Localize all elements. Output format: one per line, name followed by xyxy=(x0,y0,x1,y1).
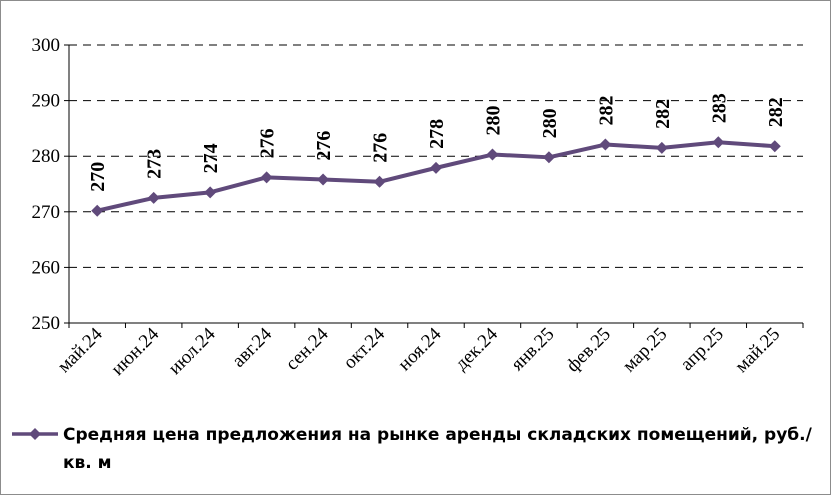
legend-label: Средняя цена предложения на рынке аренды… xyxy=(63,425,812,473)
data-label: 276 xyxy=(370,133,392,163)
y-tick-label: 300 xyxy=(32,35,61,56)
data-point xyxy=(599,138,612,151)
y-tick-label: 270 xyxy=(32,202,61,223)
data-point xyxy=(147,191,160,204)
x-tick-label: фев.25 xyxy=(562,324,615,377)
data-label: 282 xyxy=(765,97,787,127)
data-label: 280 xyxy=(539,108,561,138)
data-label: 280 xyxy=(482,106,504,136)
y-tick-label: 290 xyxy=(32,91,61,112)
data-point xyxy=(317,173,330,186)
x-tick-label: ноя.24 xyxy=(394,323,446,375)
data-label: 276 xyxy=(257,128,279,158)
data-labels: 270 273 274 276 276 276 278 280 280 282 282 283 282 xyxy=(87,93,787,191)
x-tick-label: авг.24 xyxy=(228,323,276,371)
series-line xyxy=(96,140,775,213)
data-label: 270 xyxy=(87,162,109,192)
data-label: 282 xyxy=(595,96,617,126)
x-tick-label: апр.25 xyxy=(677,324,728,375)
data-point xyxy=(655,141,668,154)
series-line xyxy=(91,136,781,217)
x-tick-label: май.24 xyxy=(54,323,108,377)
x-tick-label: окт.24 xyxy=(339,323,389,373)
y-tick-label: 260 xyxy=(32,257,61,278)
y-axis-ticks: 250 260 270 280 290 300 xyxy=(32,35,69,334)
data-label: 276 xyxy=(313,131,335,161)
x-tick-label: янв.25 xyxy=(507,324,558,375)
data-point xyxy=(204,186,217,199)
x-tick-label: июл.24 xyxy=(164,323,220,379)
data-point xyxy=(486,148,499,161)
data-label: 278 xyxy=(426,119,448,149)
data-point xyxy=(260,171,273,184)
y-tick-label: 250 xyxy=(32,313,61,334)
x-tick-label: мар.25 xyxy=(619,324,672,377)
data-label: 273 xyxy=(144,149,166,179)
x-tick-label: май.25 xyxy=(731,324,784,377)
data-point xyxy=(373,175,386,188)
x-tick-label: сен.24 xyxy=(282,323,333,374)
data-label: 282 xyxy=(652,99,674,129)
x-tick-label: июн.24 xyxy=(107,323,163,379)
data-label: 274 xyxy=(200,143,222,173)
axes xyxy=(68,45,803,324)
data-point xyxy=(542,151,555,164)
data-point xyxy=(712,136,725,149)
data-label: 283 xyxy=(708,93,730,123)
data-point xyxy=(430,161,442,174)
y-tick-label: 280 xyxy=(32,146,61,167)
x-tick-label: дек.24 xyxy=(451,323,502,374)
data-point xyxy=(768,140,781,153)
data-point xyxy=(91,204,104,217)
x-axis-ticks: май.24 июн.24 июл.24 авг.24 сен.24 окт.24 ноя.… xyxy=(54,323,804,380)
legend-marker xyxy=(12,428,58,440)
gridlines xyxy=(69,44,803,268)
